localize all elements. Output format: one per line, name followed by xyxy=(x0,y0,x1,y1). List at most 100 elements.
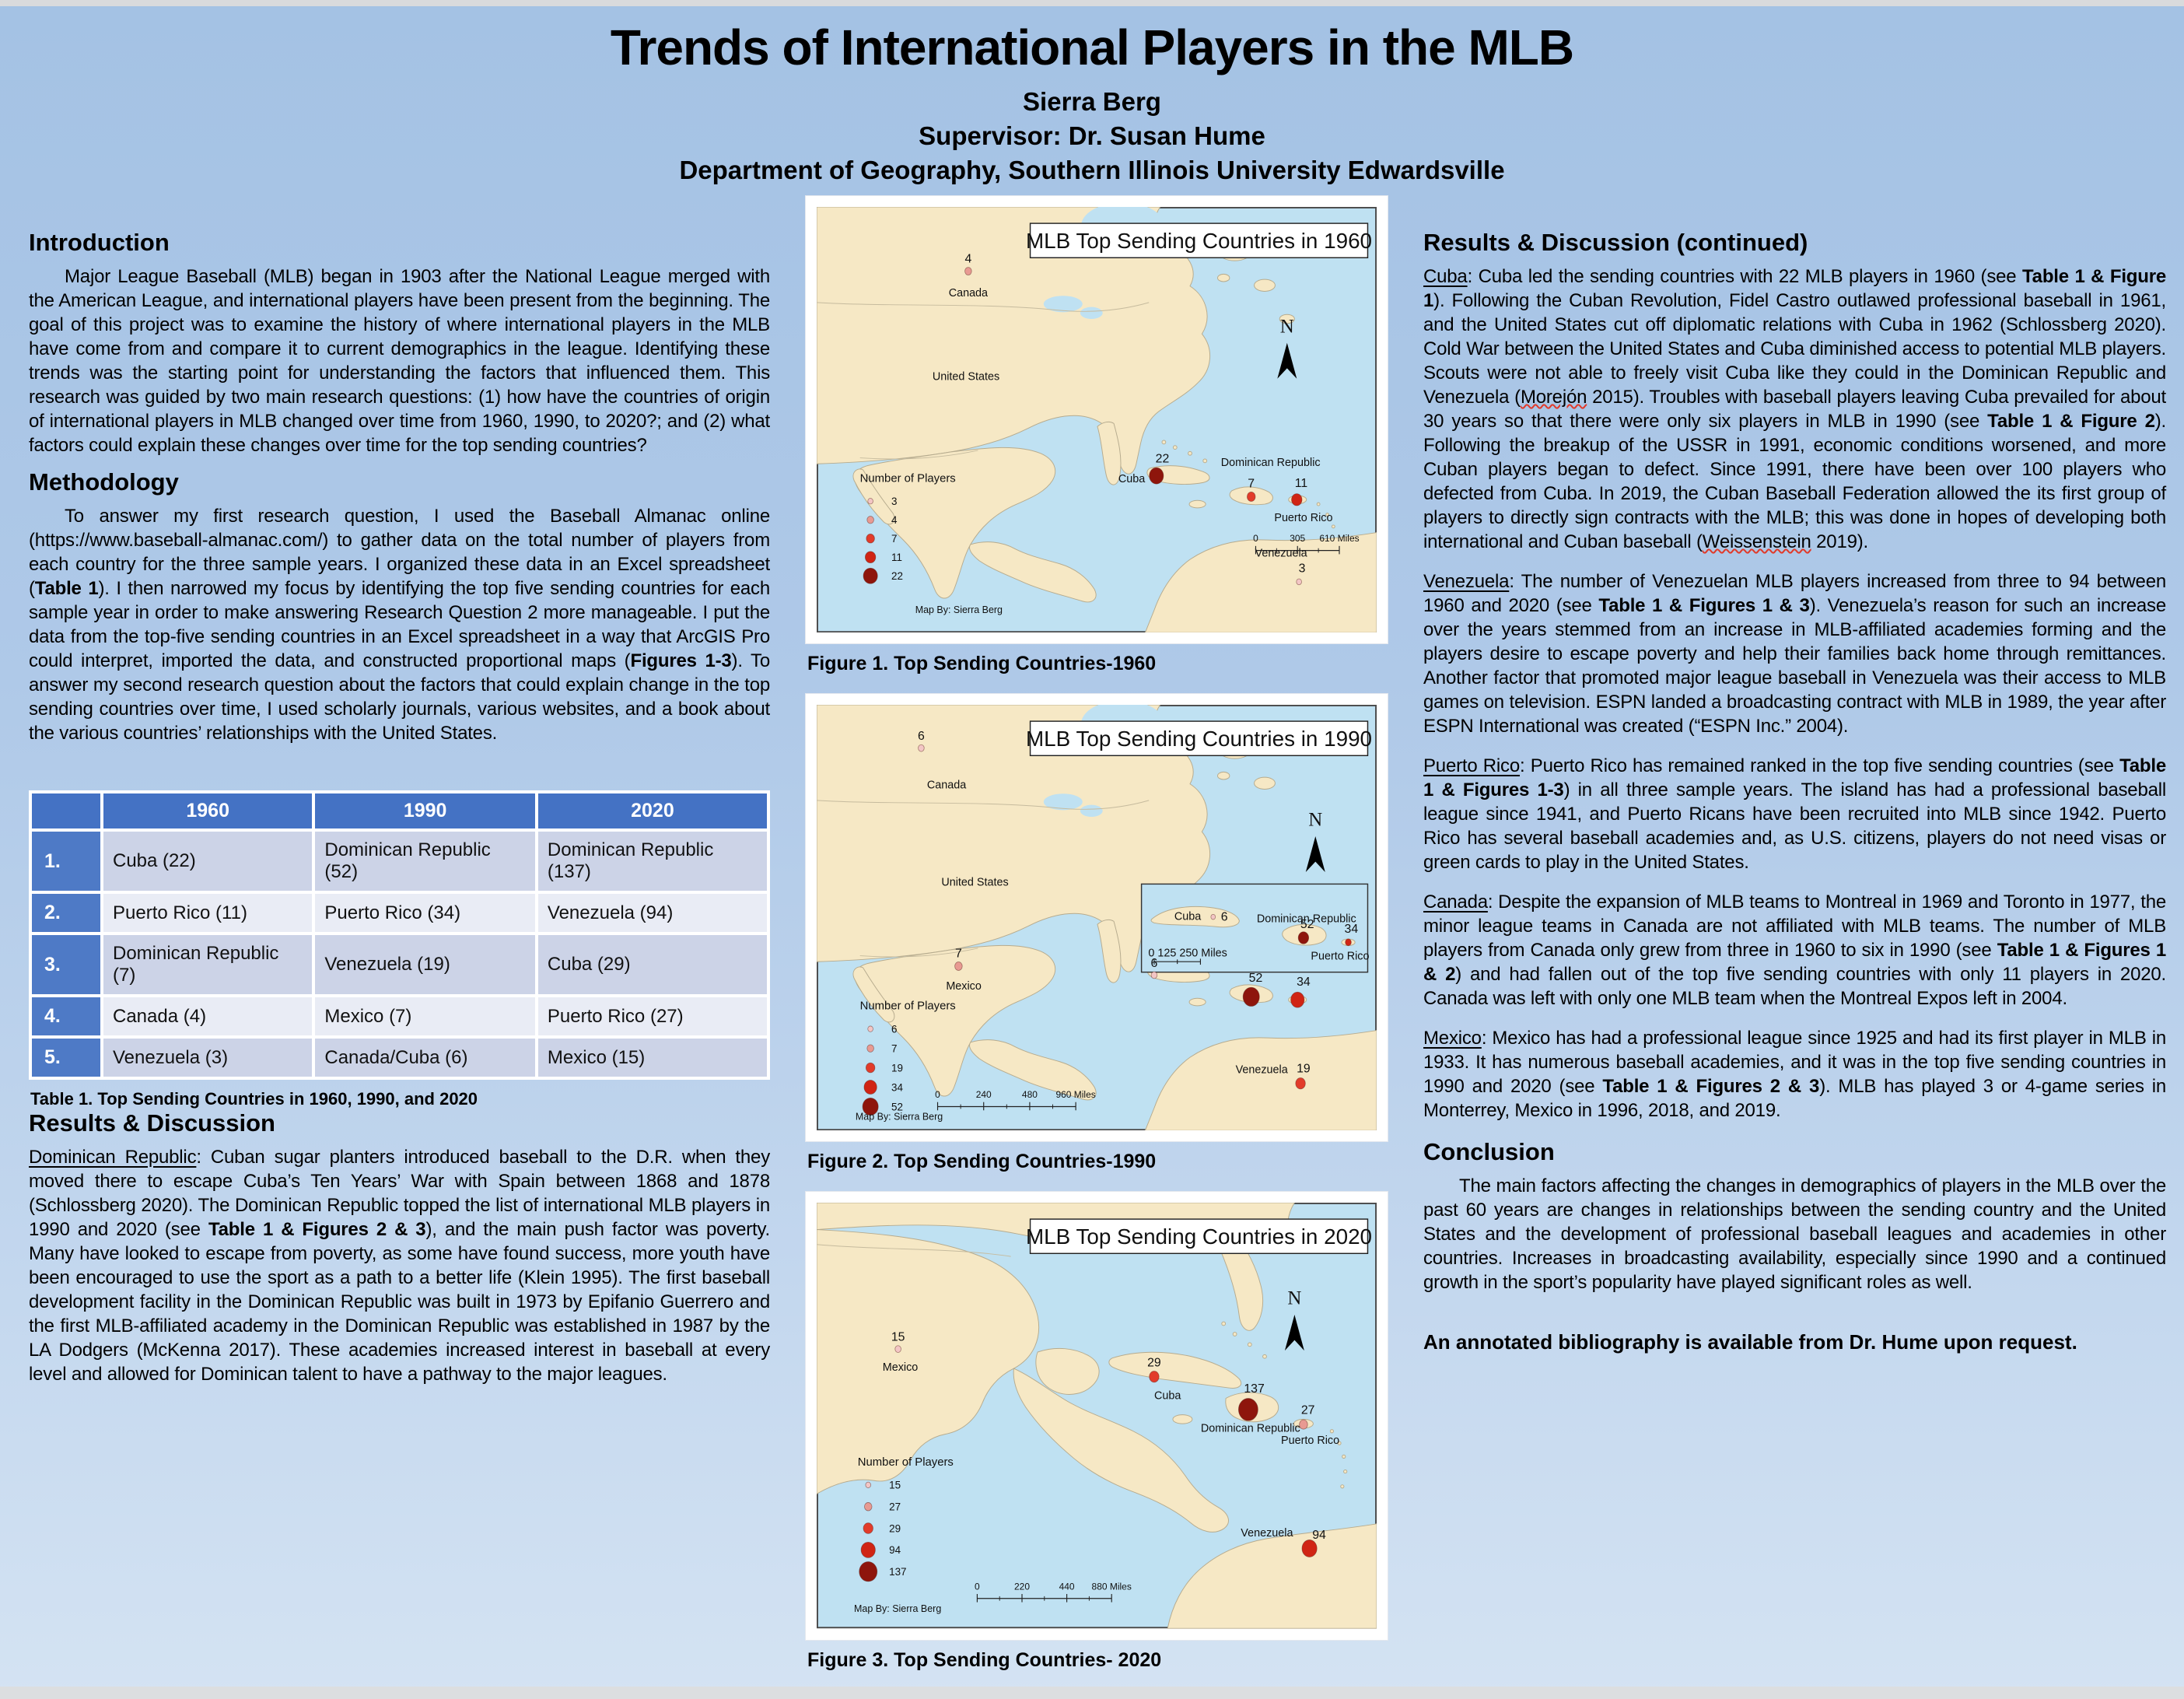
value-label: 34 xyxy=(1345,923,1359,936)
text-segment: Table 1 & Figures 1 & 3 xyxy=(1598,595,1810,616)
us-canada-border xyxy=(817,302,1150,312)
table-row: 2. Puerto Rico (11) Puerto Rico (34) Venezu… xyxy=(32,894,767,932)
legend-symbol xyxy=(859,1561,878,1582)
table-1-caption: Table 1. Top Sending Countries in 1960, … xyxy=(30,1089,478,1109)
legend-symbol xyxy=(863,567,878,584)
legend-symbol xyxy=(863,1080,877,1095)
text-segment: : Cuba led the sending countries with 22… xyxy=(1467,266,2022,287)
cuba-paragraph: Cuba: Cuba led the sending countries wit… xyxy=(1423,264,2166,554)
value-label: 19 xyxy=(1297,1062,1311,1075)
legend-symbol xyxy=(867,498,873,505)
table-cell: Canada/Cuba (6) xyxy=(315,1039,535,1077)
map-title: MLB Top Sending Countries in 2020 xyxy=(1026,1224,1372,1249)
text-segment: Figures 1-3 xyxy=(630,650,732,671)
table-year-header: 1960 xyxy=(103,793,313,828)
text-segment: ). Venezuela’s reason for such an increa… xyxy=(1423,595,2167,737)
table-cell: Puerto Rico (11) xyxy=(103,894,313,932)
table-cell: Venezuela (94) xyxy=(537,894,767,932)
table-rank-cell: 3. xyxy=(32,935,100,994)
legend-value: 27 xyxy=(889,1501,901,1513)
value-label: 6 xyxy=(918,730,925,743)
legend-symbol xyxy=(865,1482,871,1489)
value-label: 4 xyxy=(964,253,971,266)
scalebar-label: 610 Miles xyxy=(1319,533,1359,544)
table-1-wrapper: 1960 1990 2020 1. Cuba (22) Dominican Republ… xyxy=(29,790,770,1109)
top-edge-strip xyxy=(0,0,2184,6)
table-cell: Dominican Republic (52) xyxy=(315,832,535,891)
place-label: Puerto Rico xyxy=(1274,512,1332,524)
figure-3-map: MLB Top Sending Countries in 2020 N Mexico… xyxy=(817,1203,1377,1629)
legend-symbol xyxy=(864,1502,873,1512)
proportional-symbol xyxy=(918,744,925,752)
legend-value: 29 xyxy=(889,1523,901,1535)
scalebar-label: 480 xyxy=(1022,1089,1038,1100)
place-label: Puerto Rico xyxy=(1311,951,1369,963)
introduction-paragraph: Major League Baseball (MLB) began in 190… xyxy=(29,264,770,457)
scalebar-label: 220 xyxy=(1014,1582,1030,1592)
methodology-heading: Methodology xyxy=(29,468,179,496)
scalebar-label: 440 xyxy=(1059,1582,1075,1592)
value-label: 34 xyxy=(1297,976,1311,989)
us-mexico-border xyxy=(859,450,978,460)
text-segment: ). MLB has played 3 or 4-game series in … xyxy=(1423,1076,2166,1121)
figure-1-panel: MLB Top Sending Countries in 1960 N Canada… xyxy=(806,196,1388,644)
table-cell: Mexico (7) xyxy=(315,997,535,1035)
table-cell: Venezuela (3) xyxy=(103,1039,313,1077)
middle-column: MLB Top Sending Countries in 1960 N Canada… xyxy=(806,196,1388,1690)
place-label: Puerto Rico xyxy=(1281,1435,1339,1447)
legend-value: 6 xyxy=(891,1024,897,1035)
map-dynamic-layer: MLB Top Sending Countries in 1990 N Canada… xyxy=(856,720,1372,1123)
table-rank-cell: 2. xyxy=(32,894,100,932)
text-segment: Table 1 & Figures 1 & 2 xyxy=(1423,940,2166,985)
scalebar-label: 305 xyxy=(1290,533,1305,544)
legend-value: 94 xyxy=(889,1545,901,1557)
table-1: 1960 1990 2020 1. Cuba (22) Dominican Republ… xyxy=(29,790,770,1080)
value-label: 94 xyxy=(1312,1529,1326,1542)
scalebar-label: 0 xyxy=(935,1089,940,1100)
text-segment: ) and had fallen out of the top five sen… xyxy=(1423,964,2166,1009)
north-label: N xyxy=(1280,316,1294,337)
text-segment: Table 1 xyxy=(34,578,99,599)
text-segment: ). I then narrowed my focus by identifyi… xyxy=(29,578,770,671)
legend-symbol xyxy=(866,534,875,544)
place-label: Venezuela xyxy=(1236,1063,1288,1076)
value-label: 27 xyxy=(1301,1404,1315,1417)
map-dynamic-layer: MLB Top Sending Countries in 1960 N Canada… xyxy=(860,222,1372,615)
text-segment: ), and the main push factor was poverty.… xyxy=(29,1219,770,1385)
legend-symbol xyxy=(866,516,874,524)
proportional-symbol xyxy=(1290,992,1305,1008)
value-label: 6 xyxy=(1151,957,1158,970)
proportional-symbol xyxy=(894,1345,901,1354)
text-segment: : Cuban sugar planters introduced baseba… xyxy=(29,1147,770,1240)
value-label: 7 xyxy=(955,948,962,961)
table-cell: Puerto Rico (27) xyxy=(537,997,767,1035)
value-label: 15 xyxy=(891,1331,905,1344)
bibliography-note: An annotated bibliography is available f… xyxy=(1423,1330,2077,1354)
proportional-symbol xyxy=(1149,1371,1160,1383)
legend-value: 3 xyxy=(891,496,897,507)
text-segment: Puerto Rico xyxy=(1423,755,1521,776)
north-arrow-icon xyxy=(1284,1315,1304,1351)
text-segment: Mexico xyxy=(1423,1028,1482,1049)
legend-value: 15 xyxy=(889,1480,901,1491)
figure-1-map: MLB Top Sending Countries in 1960 N Canada… xyxy=(817,207,1377,633)
table-rank-cell: 1. xyxy=(32,832,100,891)
supervisor-line: Supervisor: Dr. Susan Hume xyxy=(919,121,1265,150)
us-mexico-border xyxy=(859,948,978,958)
canada-paragraph: Canada: Despite the expansion of MLB tea… xyxy=(1423,890,2166,1011)
text-segment: Table 1 & Figure 1 xyxy=(1423,266,2166,311)
north-label: N xyxy=(1287,1288,1301,1309)
conclusion-heading: Conclusion xyxy=(1423,1138,1555,1165)
legend-title: Number of Players xyxy=(858,1456,954,1469)
great-lakes-water xyxy=(1080,804,1103,818)
legend-value: 7 xyxy=(891,533,897,545)
place-label: Dominican Republic xyxy=(1201,1423,1300,1435)
value-label: 11 xyxy=(1295,477,1308,490)
place-label: Venezuela xyxy=(1255,547,1307,559)
value-label: 7 xyxy=(1248,477,1255,490)
text-segment: ). Following the Cuban Revolution, Fidel… xyxy=(1423,290,2166,408)
table-cell: Dominican Republic (137) xyxy=(537,832,767,891)
text-segment: ) in all three sample years. The island … xyxy=(1423,779,2167,873)
value-label: 52 xyxy=(1300,918,1314,931)
scalebar-label: 0 xyxy=(1253,533,1258,544)
